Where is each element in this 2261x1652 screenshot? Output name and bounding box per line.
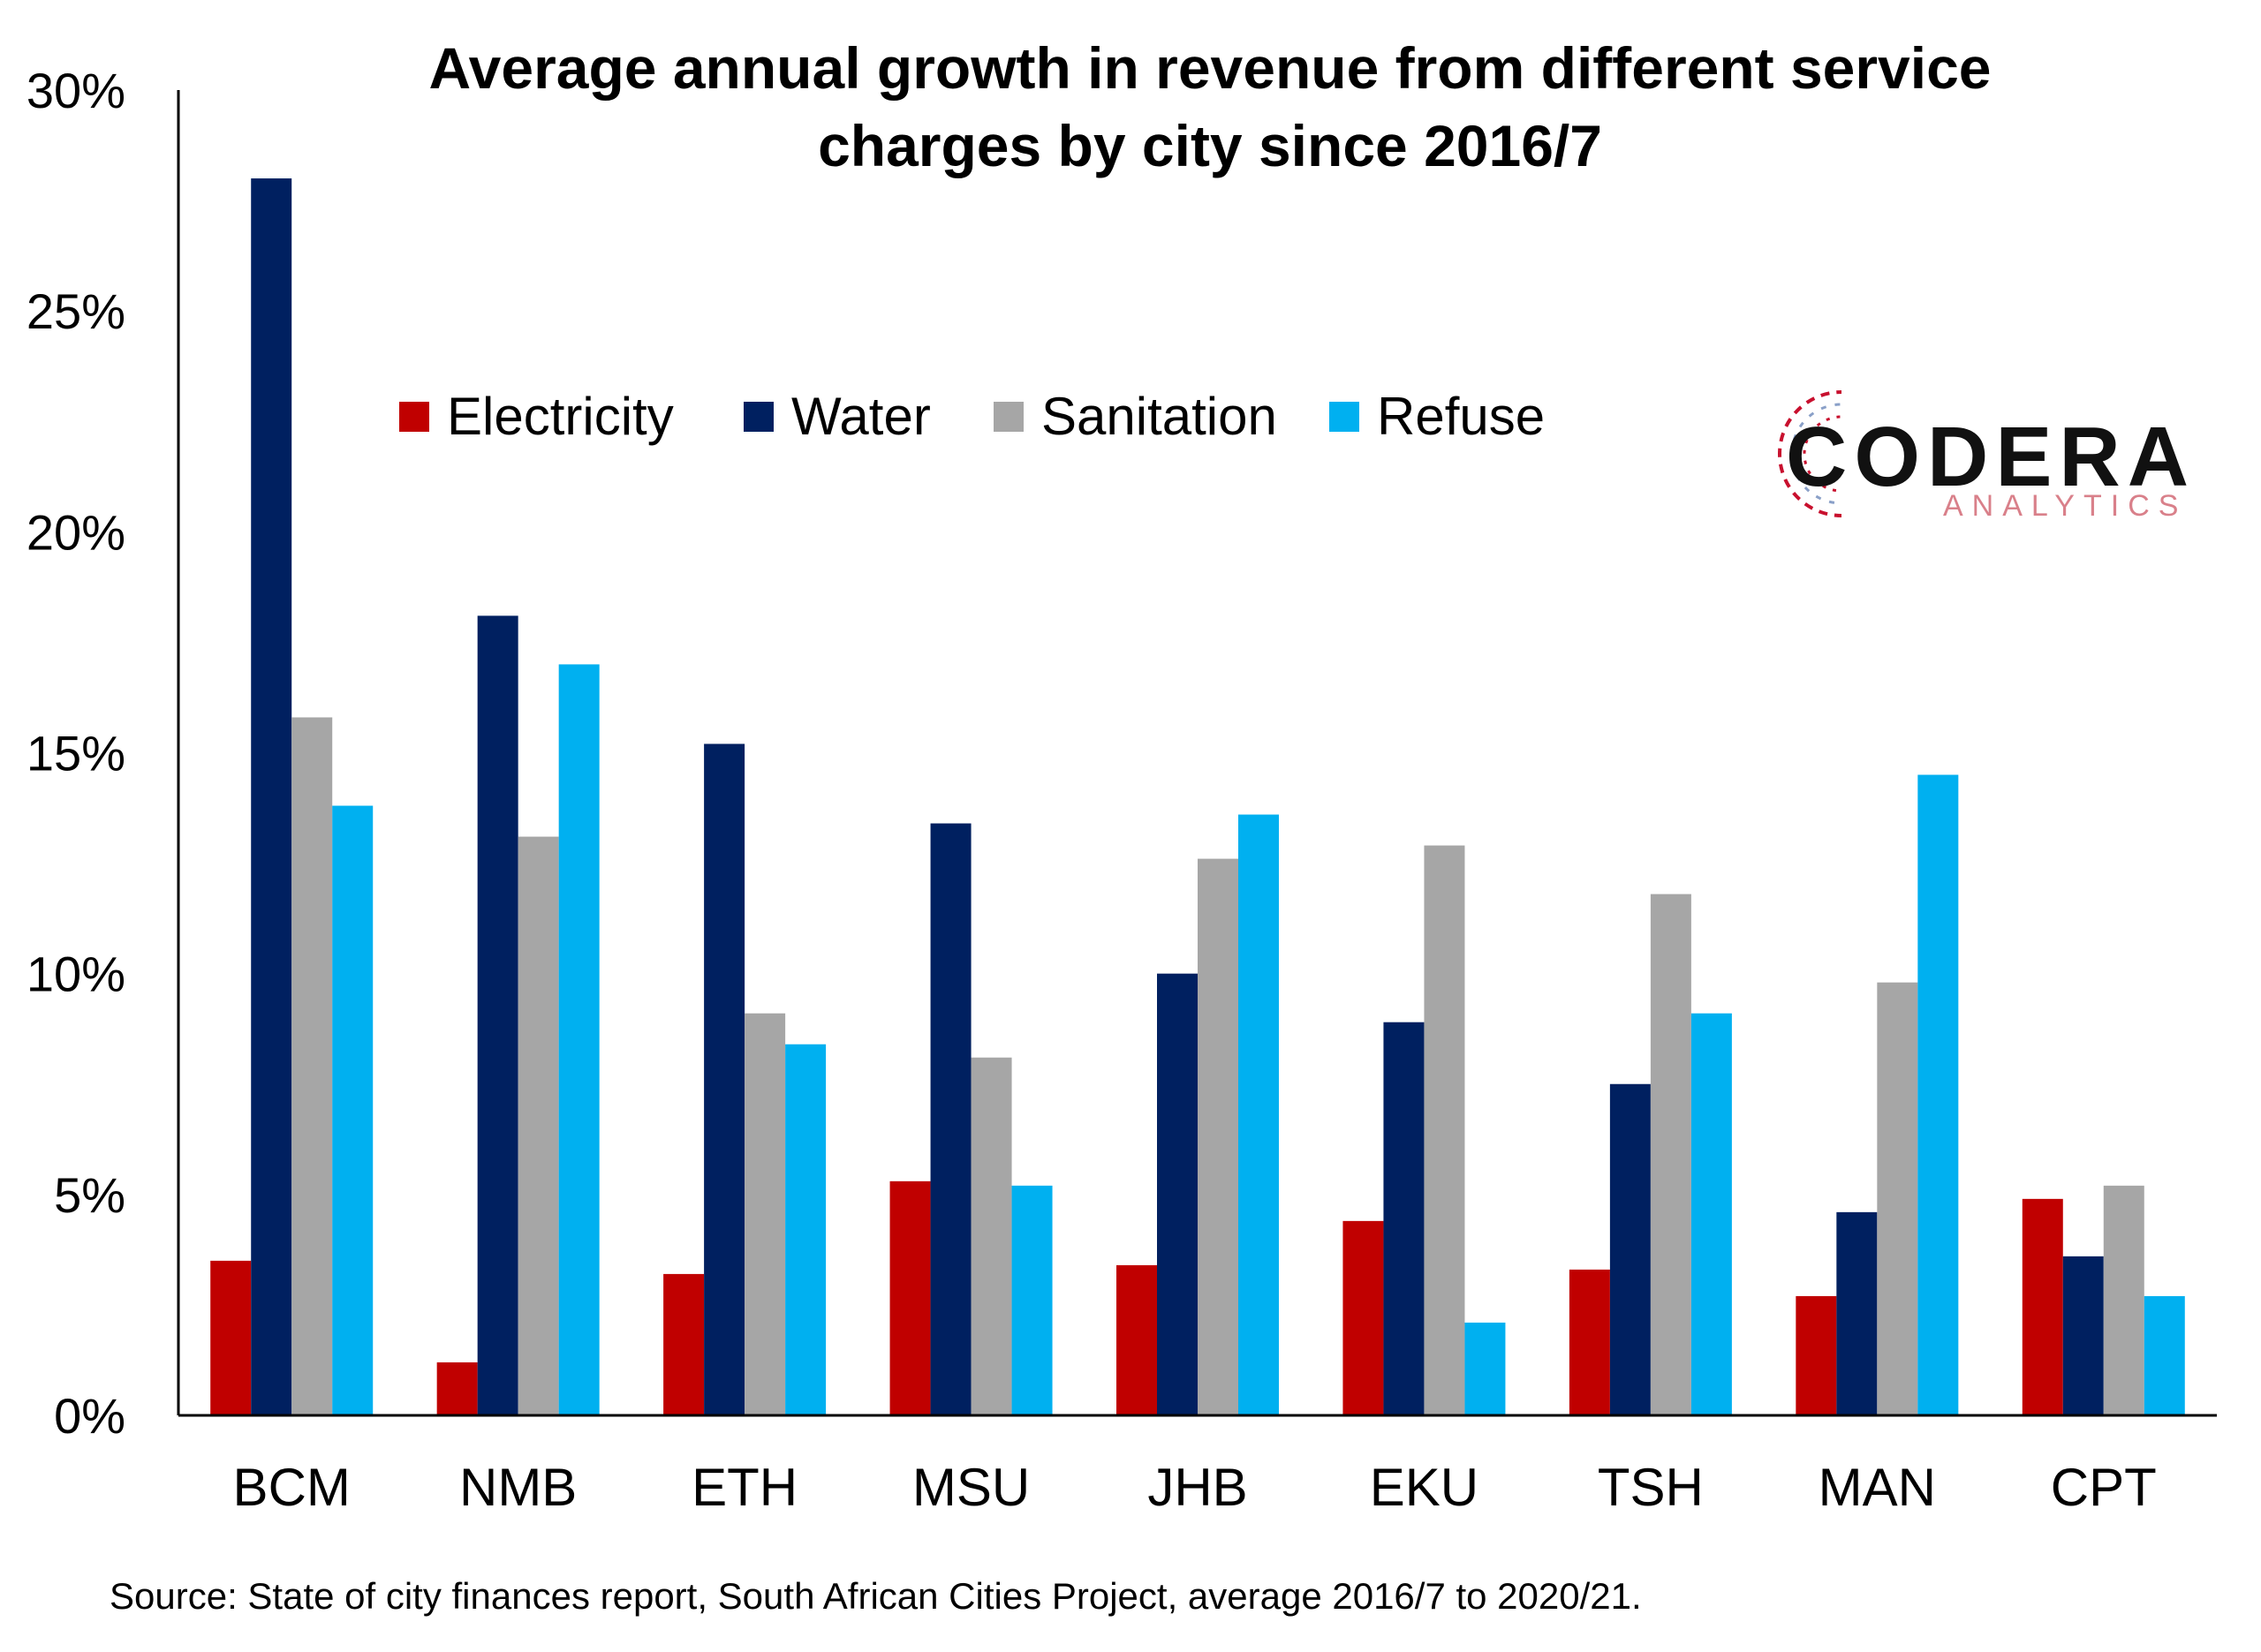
logo-sub-text: ANALYTICS <box>1943 489 2187 523</box>
bar-water-nmb <box>477 615 518 1415</box>
source-note: Source: State of city finances report, S… <box>110 1575 1642 1617</box>
x-category-label: ETH <box>692 1458 798 1517</box>
bar-water-bcm <box>251 178 292 1416</box>
x-category-label: BCM <box>233 1458 351 1517</box>
logo-main-text: CODERA <box>1786 410 2196 504</box>
y-tick-label: 0% <box>54 1388 125 1444</box>
bar-water-tsh <box>1609 1083 1651 1415</box>
bar-refuse-tsh <box>1690 1013 1732 1415</box>
codera-logo: CODERA ANALYTICS <box>1778 380 2196 530</box>
legend-swatch-refuse <box>1329 402 1359 432</box>
legend-label-electricity: Electricity <box>447 387 674 446</box>
bar-refuse-nmb <box>558 664 600 1415</box>
bar-refuse-msu <box>1011 1185 1053 1415</box>
y-tick-label: 5% <box>54 1167 125 1223</box>
y-tick-label: 15% <box>26 726 125 781</box>
y-tick-label: 20% <box>26 504 125 560</box>
bar-electricity-nmb <box>436 1362 478 1415</box>
bar-sanitation-eth <box>745 1013 786 1415</box>
chart-title-line1: Average annual growth in revenue from di… <box>428 35 1991 101</box>
bar-sanitation-nmb <box>518 836 559 1415</box>
bar-electricity-tsh <box>1569 1269 1610 1415</box>
bar-sanitation-man <box>1877 982 1918 1415</box>
chart-title-line2: charges by city since 2016/7 <box>818 113 1602 178</box>
legend-swatch-sanitation <box>994 402 1024 432</box>
bar-sanitation-tsh <box>1650 894 1691 1415</box>
y-tick-label: 30% <box>26 63 125 118</box>
bar-water-jhb <box>1157 973 1198 1415</box>
y-tick-label: 25% <box>26 283 125 339</box>
logo-circle-icon <box>1778 380 1921 530</box>
axes <box>177 90 2217 1417</box>
legend-label-sanitation: Sanitation <box>1041 387 1277 446</box>
x-category-label: CPT <box>2051 1458 2157 1517</box>
bar-electricity-cpt <box>2022 1198 2063 1415</box>
bar-sanitation-jhb <box>1198 858 1238 1415</box>
x-category-label: JHB <box>1147 1458 1247 1517</box>
x-category-label: TSH <box>1598 1458 1704 1517</box>
bar-water-man <box>1836 1211 1878 1415</box>
x-category-label: MAN <box>1819 1458 1936 1517</box>
y-tick-label: 10% <box>26 947 125 1002</box>
bar-water-eku <box>1383 1022 1425 1415</box>
legend-swatch-water <box>744 402 774 432</box>
legend-swatch-electricity <box>399 402 429 432</box>
x-category-label: NMB <box>459 1458 577 1517</box>
bar-refuse-bcm <box>332 805 374 1415</box>
bar-sanitation-eku <box>1424 845 1465 1415</box>
bar-sanitation-cpt <box>2103 1185 2144 1415</box>
bar-refuse-man <box>1917 774 1959 1415</box>
x-category-label: MSU <box>912 1458 1030 1517</box>
bar-sanitation-bcm <box>291 717 333 1415</box>
x-axis-categories: BCM NMB ETH MSU JHB EKU TSH MAN CPT <box>233 1458 2157 1517</box>
bar-electricity-eku <box>1342 1220 1384 1415</box>
bar-water-cpt <box>2062 1256 2104 1415</box>
legend-label-water: Water <box>791 387 931 446</box>
y-axis-ticks: 0% 5% 10% 15% 20% 25% 30% <box>26 63 125 1444</box>
bar-water-msu <box>930 823 972 1415</box>
bar-sanitation-msu <box>971 1057 1012 1415</box>
legend: Electricity Water Sanitation Refuse <box>399 387 1545 446</box>
legend-label-refuse: Refuse <box>1377 387 1545 446</box>
bar-refuse-eth <box>785 1044 827 1415</box>
bar-water-eth <box>704 743 745 1415</box>
bar-refuse-cpt <box>2144 1295 2185 1415</box>
bars <box>210 178 2185 1416</box>
x-category-label: EKU <box>1370 1458 1478 1517</box>
bar-electricity-eth <box>663 1273 705 1415</box>
bar-electricity-jhb <box>1116 1264 1157 1415</box>
bar-electricity-bcm <box>210 1260 252 1415</box>
bar-electricity-man <box>1796 1295 1837 1415</box>
bar-electricity-msu <box>889 1181 931 1415</box>
bar-refuse-jhb <box>1238 814 1279 1415</box>
bar-refuse-eku <box>1464 1322 1506 1415</box>
